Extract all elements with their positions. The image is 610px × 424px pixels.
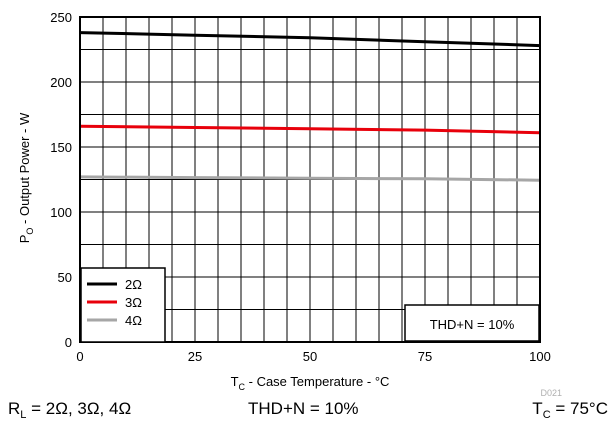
y-tick-label: 200 [50, 75, 72, 90]
x-tick-label: 75 [418, 349, 432, 364]
figure-id-label: D021 [540, 388, 562, 398]
y-tick-label: 0 [65, 335, 72, 350]
legend-label: 4Ω [125, 313, 142, 328]
legend: 2Ω 3Ω 4Ω [80, 267, 166, 343]
y-tick-label: 150 [50, 140, 72, 155]
x-tick-label: 0 [76, 349, 83, 364]
x-tick-label: 100 [529, 349, 551, 364]
series-line-2Ω [79, 31, 541, 48]
series-line-3Ω [79, 124, 541, 135]
load-caption: RL = 2Ω, 3Ω, 4Ω [8, 399, 132, 421]
thd-annotation-text: THD+N = 10% [430, 317, 515, 332]
temperature-caption: TC = 75°C [532, 399, 608, 421]
x-tick-label: 50 [303, 349, 317, 364]
y-tick-label: 50 [58, 270, 72, 285]
y-tick-label: 250 [50, 10, 72, 25]
x-tick-label: 25 [188, 349, 202, 364]
legend-box [80, 267, 166, 343]
plot-frame [79, 16, 541, 343]
chart: 0 25 50 75 100 0 50 100 150 200 250 TC - Case Temp… [17, 10, 562, 398]
legend-label: 2Ω [125, 277, 142, 292]
thd-caption: THD+N = 10% [248, 399, 359, 418]
x-axis-label: TC - Case Temperature - °C [231, 374, 390, 392]
legend-label: 3Ω [125, 295, 142, 310]
y-tick-label: 100 [50, 205, 72, 220]
y-axis-label: PO - Output Power - W [17, 112, 35, 243]
thd-annotation: THD+N = 10% [404, 304, 540, 342]
series-layer [79, 31, 541, 182]
series-line-4Ω [79, 175, 541, 182]
tick-labels: 0 25 50 75 100 0 50 100 150 200 250 [50, 10, 551, 364]
